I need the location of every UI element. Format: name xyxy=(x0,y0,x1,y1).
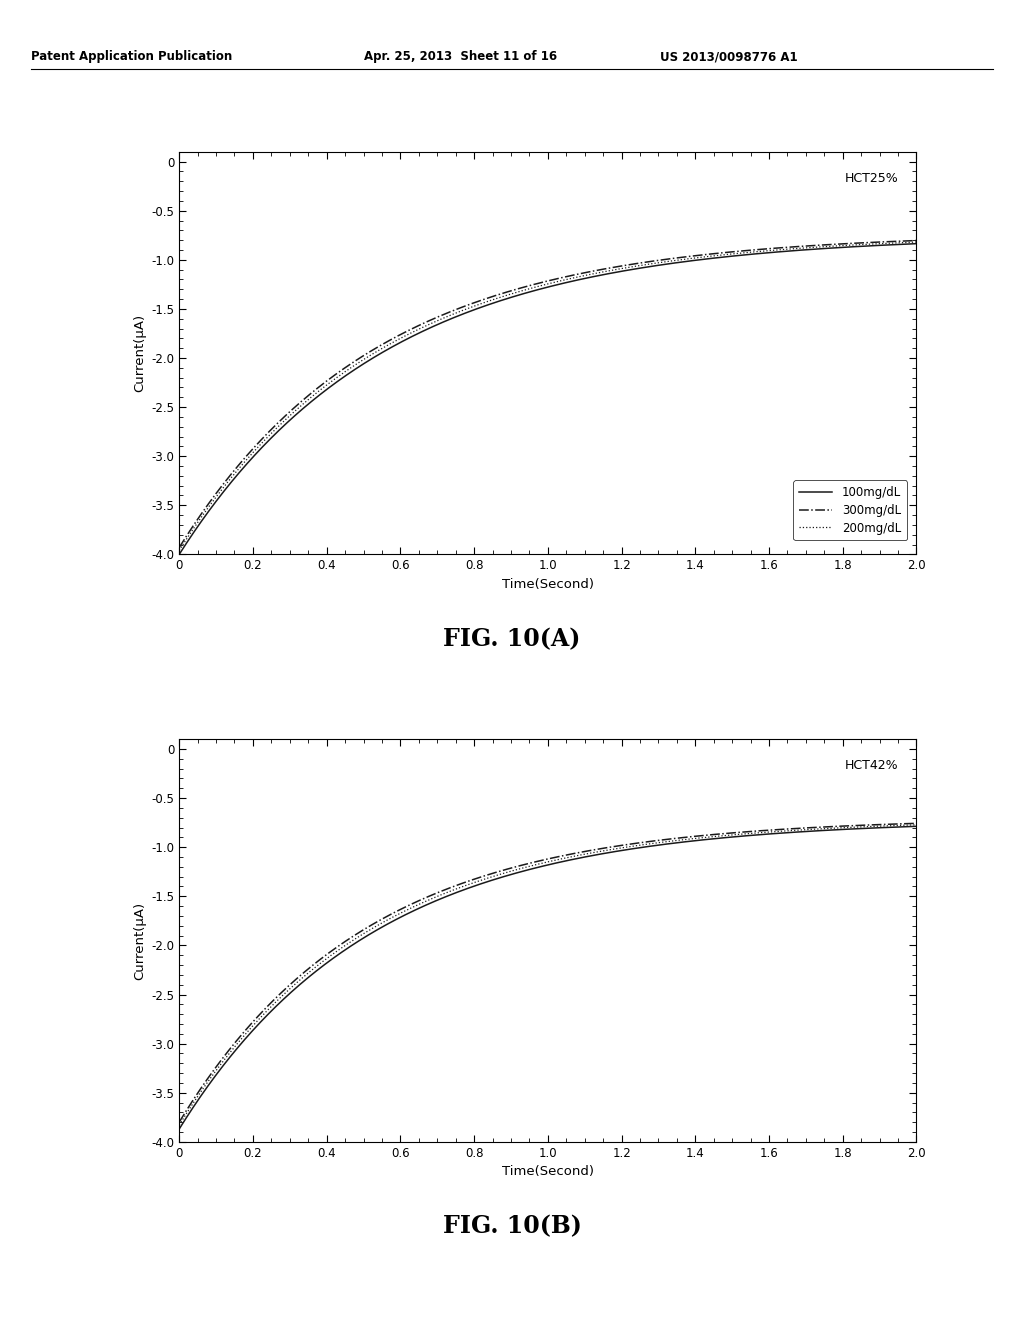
Text: FIG. 10(B): FIG. 10(B) xyxy=(442,1214,582,1238)
Y-axis label: Current(μA): Current(μA) xyxy=(133,902,145,979)
Text: HCT25%: HCT25% xyxy=(845,172,898,185)
Y-axis label: Current(μA): Current(μA) xyxy=(133,314,145,392)
Text: FIG. 10(A): FIG. 10(A) xyxy=(443,627,581,651)
Text: US 2013/0098776 A1: US 2013/0098776 A1 xyxy=(660,50,798,63)
Text: HCT42%: HCT42% xyxy=(845,759,898,772)
X-axis label: Time(Second): Time(Second) xyxy=(502,1166,594,1179)
X-axis label: Time(Second): Time(Second) xyxy=(502,578,594,591)
Text: Patent Application Publication: Patent Application Publication xyxy=(31,50,232,63)
Text: Apr. 25, 2013  Sheet 11 of 16: Apr. 25, 2013 Sheet 11 of 16 xyxy=(364,50,557,63)
Legend: 100mg/dL, 300mg/dL, 200mg/dL: 100mg/dL, 300mg/dL, 200mg/dL xyxy=(794,480,907,540)
